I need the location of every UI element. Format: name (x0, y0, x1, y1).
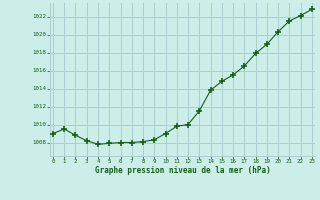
X-axis label: Graphe pression niveau de la mer (hPa): Graphe pression niveau de la mer (hPa) (94, 166, 270, 175)
